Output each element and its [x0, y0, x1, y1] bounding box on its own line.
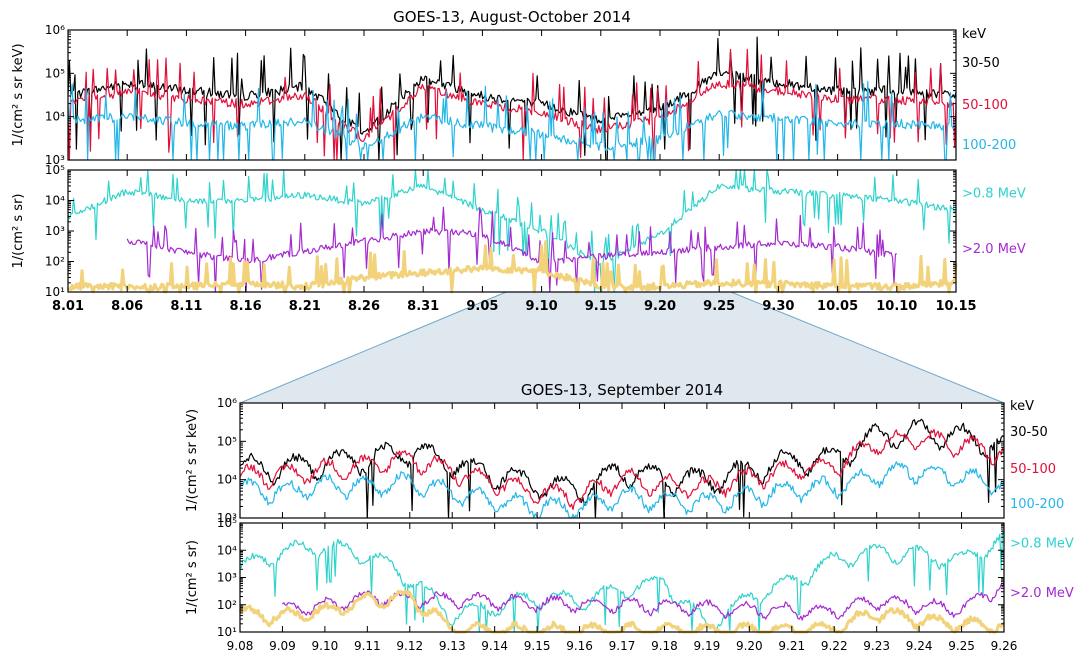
detail-xtick-label: 9.14	[481, 639, 508, 653]
detail-xtick-label: 9.18	[651, 639, 678, 653]
overview-bottom-series-2-label: >2.0 MeV	[962, 242, 1026, 257]
detail-bottom-series-1-line	[239, 530, 1005, 633]
detail-xtick-label: 9.17	[609, 639, 636, 653]
overview-top-series-2-line	[67, 48, 957, 161]
detail-xtick-label: 9.16	[566, 639, 593, 653]
overview-xtick-label: 9.05	[466, 299, 498, 314]
overview-xtick-label: 9.25	[703, 299, 735, 314]
detail-top-ytick-label: 10⁵	[217, 434, 237, 448]
overview-top-series-3-label: 100-200	[962, 138, 1016, 153]
overview-xtick-label: 8.01	[52, 299, 84, 314]
overview-bottom-series-1-line	[67, 169, 957, 293]
detail-xtick-label: 9.11	[354, 639, 381, 653]
detail-xtick-label: 9.12	[396, 639, 423, 653]
detail-top-ytick-label: 10⁶	[217, 396, 237, 410]
detail-top-series-3-line	[239, 461, 1005, 519]
detail-xtick-label: 9.13	[439, 639, 466, 653]
overview-xtick-label: 9.10	[526, 299, 558, 314]
detail-figure: 10³10⁴10⁵10⁶30-5050-100100-20010¹10²10³1…	[185, 381, 1074, 653]
detail-top-series-3-label: 100-200	[1010, 497, 1064, 512]
detail-bottom-ytick-label: 10³	[217, 571, 237, 585]
detail-title: GOES-13, September 2014	[521, 381, 723, 399]
detail-bottom-axes-frame	[239, 522, 1005, 633]
overview-xtick-label: 8.11	[170, 299, 202, 314]
overview-xtick-label: 10.15	[935, 299, 976, 314]
detail-bottom-ytick-label: 10⁴	[217, 543, 237, 557]
detail-xtick-label: 9.24	[906, 639, 933, 653]
overview-top-ylabel: 1/(cm² s sr keV)	[11, 43, 26, 146]
detail-bottom-ytick-label: 10⁵	[217, 516, 237, 530]
detail-top-ylabel: 1/(cm² s sr keV)	[185, 409, 200, 512]
overview-xtick-label: 10.10	[876, 299, 917, 314]
overview-xtick-label: 8.06	[111, 299, 143, 314]
overview-xtick-label: 9.20	[644, 299, 676, 314]
overview-top-axes-frame	[67, 29, 957, 161]
detail-xtick-label: 9.15	[524, 639, 551, 653]
overview-top-ytick-label: 10⁵	[45, 66, 65, 80]
overview-bottom-ytick-label: 10³	[45, 224, 65, 238]
detail-bottom-series-2-label: >2.0 MeV	[1010, 586, 1074, 601]
detail-xtick-label: 9.08	[227, 639, 254, 653]
detail-top-series-2-label: 50-100	[1010, 462, 1056, 477]
overview-top-series-1-line	[67, 36, 957, 161]
detail-xtick-label: 9.23	[863, 639, 890, 653]
overview-xtick-label: 8.16	[230, 299, 262, 314]
overview-bottom-ytick-label: 10⁵	[45, 163, 65, 177]
overview-bottom-ylabel: 1/(cm² s sr)	[11, 194, 26, 269]
overview-unit-label: keV	[962, 27, 986, 42]
detail-xtick-label: 9.21	[778, 639, 805, 653]
overview-xtick-label: 10.05	[817, 299, 858, 314]
overview-top-ytick-label: 10³	[45, 153, 65, 167]
overview-bottom-ytick-label: 10¹	[45, 285, 65, 299]
detail-top-ytick-label: 10⁴	[217, 473, 237, 487]
overview-top-series-3-line	[67, 80, 957, 161]
overview-xtick-label: 9.30	[762, 299, 794, 314]
detail-xtick-label: 9.09	[269, 639, 296, 653]
detail-top-series-1-label: 30-50	[1010, 425, 1048, 440]
detail-bottom-ytick-label: 10²	[217, 598, 237, 612]
detail-bottom-series-3-line	[238, 589, 1006, 634]
detail-bottom-series-1-label: >0.8 MeV	[1010, 536, 1074, 551]
overview-title: GOES-13, August-October 2014	[393, 8, 631, 26]
detail-bottom-ylabel: 1/(cm² s sr)	[185, 540, 200, 615]
overview-top-ytick-label: 10⁴	[45, 110, 65, 124]
overview-xtick-label: 8.21	[289, 299, 321, 314]
detail-xtick-label: 9.25	[948, 639, 975, 653]
detail-top-ytick-label: 10³	[217, 511, 237, 525]
detail-xtick-label: 9.22	[821, 639, 848, 653]
overview-top-series-1-label: 30-50	[962, 56, 1000, 71]
detail-xtick-label: 9.19	[694, 639, 721, 653]
overview-bottom-ytick-label: 10⁴	[45, 194, 65, 208]
detail-bottom-ytick-label: 10¹	[217, 625, 237, 639]
detail-xtick-label: 9.20	[736, 639, 763, 653]
overview-bottom-series-2-line	[126, 206, 897, 293]
overview-top-ytick-label: 10⁶	[45, 23, 65, 37]
detail-unit-label: keV	[1010, 399, 1034, 414]
overview-figure: 10³10⁴10⁵10⁶30-5050-100100-20010¹10²10³1…	[11, 8, 1026, 314]
detail-xtick-label: 9.10	[312, 639, 339, 653]
overview-xtick-label: 8.26	[348, 299, 380, 314]
overview-bottom-ytick-label: 10²	[45, 255, 65, 269]
overview-xtick-label: 8.31	[407, 299, 439, 314]
overview-top-series-2-label: 50-100	[962, 98, 1008, 113]
overview-bottom-series-3-line	[67, 240, 958, 294]
detail-xtick-label: 9.26	[991, 639, 1018, 653]
overview-bottom-series-1-label: >0.8 MeV	[962, 186, 1026, 201]
detail-top-series-2-line	[239, 428, 1005, 511]
overview-xtick-label: 9.15	[585, 299, 617, 314]
